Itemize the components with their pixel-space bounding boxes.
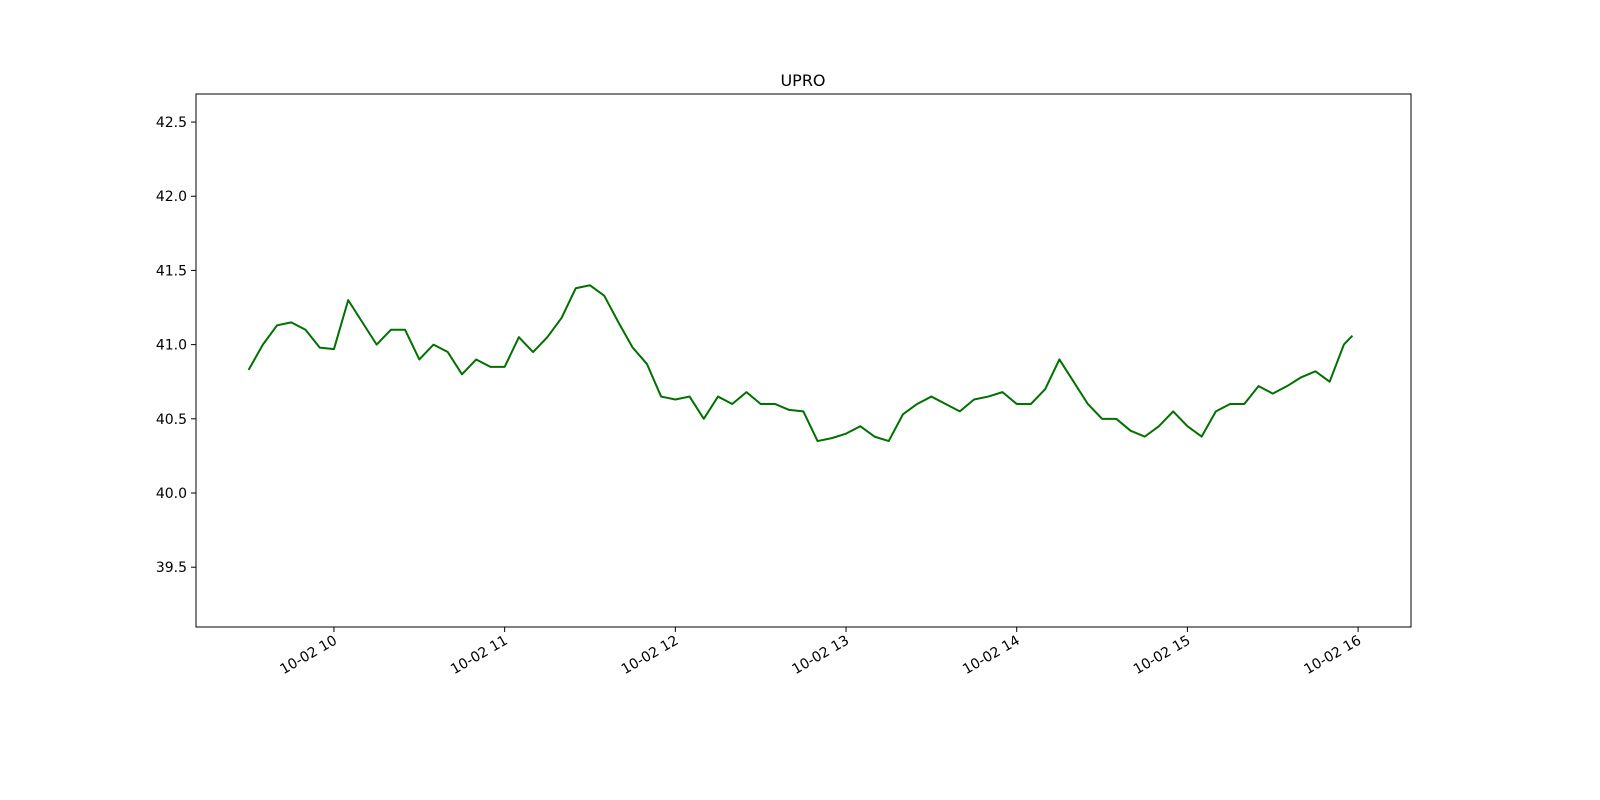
y-tick-label: 41.0 (156, 338, 187, 354)
plot-frame (195, 93, 1412, 628)
x-tick-label: 10-02 16 (1302, 633, 1365, 678)
y-tick-label: 40.5 (156, 412, 187, 428)
x-tick-label: 10-02 15 (1131, 633, 1194, 678)
chart-title: UPRO (780, 71, 825, 90)
y-tick-label: 42.0 (156, 189, 187, 205)
x-tick-label: 10-02 10 (277, 633, 340, 678)
x-tick-label: 10-02 14 (960, 633, 1023, 678)
y-tick-label: 40.0 (156, 486, 187, 502)
line-series (247, 284, 1354, 443)
x-tick-label: 10-02 12 (619, 633, 682, 678)
y-tick-label: 39.5 (156, 560, 187, 576)
y-tick-label: 41.5 (156, 263, 187, 279)
y-tick-label: 42.5 (156, 115, 187, 131)
x-tick-label: 10-02 11 (448, 633, 511, 678)
x-tick-label: 10-02 13 (790, 633, 853, 678)
